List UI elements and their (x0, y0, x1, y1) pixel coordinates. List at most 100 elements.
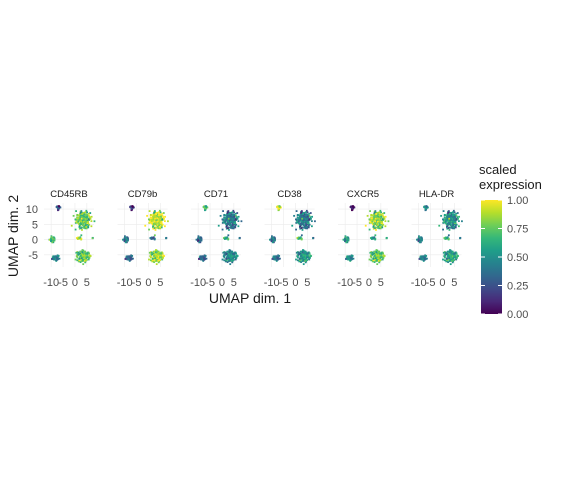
cell-point (229, 218, 232, 221)
cell-point (231, 254, 233, 257)
cell-point (452, 254, 455, 257)
cell-point (160, 217, 162, 219)
cell-point (85, 227, 88, 230)
cell-point (301, 217, 304, 220)
cell-point (226, 211, 229, 214)
cell-point (271, 241, 274, 244)
cell-point (222, 210, 224, 212)
y-tick-label: 0 (32, 235, 38, 247)
cell-point (423, 258, 426, 261)
cell-point (424, 255, 427, 258)
legend-title-line-2: expression (479, 177, 542, 192)
cell-point (227, 237, 230, 240)
cell-point (297, 220, 300, 223)
cell-point (305, 218, 308, 221)
x-tick-label: -5 (426, 277, 436, 289)
cell-point (301, 229, 304, 231)
cell-point (78, 225, 81, 228)
cell-point (298, 260, 301, 263)
cell-point (307, 218, 310, 221)
cell-point (130, 256, 133, 259)
cell-point (374, 217, 377, 220)
cell-point (225, 225, 228, 228)
cell-point (449, 263, 452, 266)
cell-point (158, 251, 160, 254)
cell-point (448, 252, 451, 255)
cell-point (381, 212, 384, 215)
cell-point (372, 225, 375, 228)
cell-point (376, 218, 379, 221)
cell-point (348, 258, 351, 261)
cell-point (448, 217, 451, 220)
x-tick-label: -10 (117, 277, 133, 289)
x-tick-label: -5 (205, 277, 215, 289)
cell-point (236, 212, 239, 214)
cell-point (449, 257, 452, 260)
cell-point (229, 224, 232, 227)
cell-point (82, 218, 85, 221)
cell-point (152, 259, 154, 262)
cell-point (305, 260, 307, 263)
cell-point (154, 216, 157, 219)
cell-point (455, 252, 458, 255)
cell-point (302, 249, 304, 251)
cell-point (228, 229, 230, 231)
cell-point (445, 217, 448, 219)
cell-point (383, 255, 386, 257)
cell-point (453, 256, 455, 259)
cell-point (84, 222, 87, 225)
cell-point (86, 223, 89, 226)
cell-point (297, 238, 300, 240)
cell-point (153, 256, 155, 259)
cell-point (344, 235, 347, 238)
cell-point (158, 254, 161, 257)
cell-point (448, 214, 451, 217)
cell-point (86, 218, 89, 221)
cell-point (153, 211, 156, 214)
cell-point (277, 256, 280, 259)
cell-point (422, 255, 425, 258)
cell-point (151, 223, 154, 226)
cell-point (450, 220, 453, 223)
cell-point (147, 218, 150, 221)
cell-point (374, 260, 377, 263)
cell-point (383, 216, 385, 219)
cell-point (305, 252, 308, 255)
cell-point (302, 258, 305, 261)
cell-point (353, 206, 356, 209)
cell-point (231, 255, 234, 258)
cell-point (299, 225, 302, 228)
cell-point (54, 258, 57, 261)
cell-point (306, 256, 308, 259)
cell-point (161, 214, 164, 217)
cell-point (378, 255, 381, 258)
x-tick-label: -10 (264, 277, 280, 289)
cell-point (454, 223, 456, 226)
cell-point (152, 218, 155, 221)
cell-point (299, 259, 301, 262)
cell-point (375, 249, 378, 251)
cell-point (82, 220, 85, 223)
cell-point (55, 206, 58, 209)
cell-point (85, 252, 87, 255)
cell-point (453, 222, 456, 224)
cell-point (450, 221, 452, 224)
cell-point (303, 257, 306, 260)
cell-point (380, 251, 383, 254)
cell-point (417, 239, 420, 242)
cell-point (160, 218, 163, 221)
cell-point (89, 212, 92, 214)
cell-point (449, 249, 451, 251)
cell-point (372, 227, 375, 230)
cell-point (88, 257, 91, 259)
cell-point (223, 259, 226, 262)
cell-point (297, 253, 300, 256)
x-tick-label: 0 (292, 277, 298, 289)
cell-point (226, 256, 229, 259)
cell-point (204, 207, 206, 210)
cell-point (79, 224, 82, 227)
cell-point (418, 258, 421, 260)
cell-point (199, 236, 202, 239)
cell-point (76, 254, 79, 257)
